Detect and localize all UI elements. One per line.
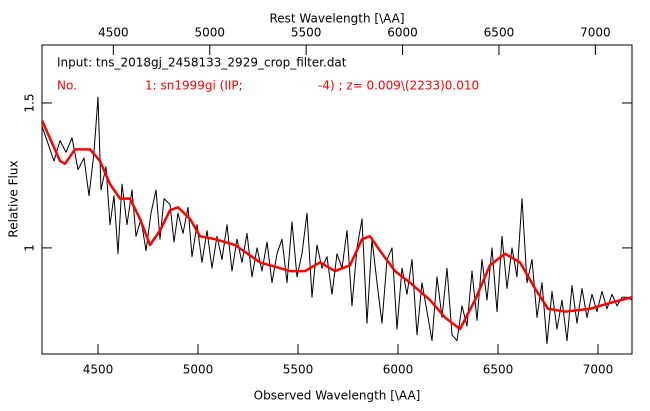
- y-axis-title: Relative Flux: [7, 160, 21, 237]
- x-tick-label: 6500: [483, 363, 514, 377]
- x-tick-label: 7000: [583, 363, 614, 377]
- x-tick-label: 4500: [83, 363, 114, 377]
- annotation: Input: tns_2018gj_2458133_2929_crop_filt…: [57, 56, 347, 70]
- annotation: No.: [57, 79, 77, 93]
- top-tick-label: 5000: [194, 26, 225, 40]
- top-tick-label: 4500: [98, 26, 129, 40]
- x-tick-label: 6000: [383, 363, 414, 377]
- top-tick-label: 6500: [484, 26, 515, 40]
- top-tick-label: 5500: [291, 26, 322, 40]
- x-axis-title: Observed Wavelength [\AA]: [254, 389, 421, 403]
- spectrum-line: [42, 119, 632, 331]
- x-tick-label: 5000: [183, 363, 214, 377]
- top-tick-label: 6000: [387, 26, 418, 40]
- top-tick-label: 7000: [580, 26, 611, 40]
- x-tick-label: 5500: [283, 363, 314, 377]
- annotation: 1: sn1999gi (IIP;: [145, 79, 243, 93]
- plot-frame: [41, 44, 633, 355]
- y-tick-label: 1: [23, 244, 37, 252]
- spectrum-line: [42, 96, 632, 345]
- top-axis-title: Rest Wavelength [\AA]: [269, 12, 404, 26]
- y-tick-label: 1.5: [23, 93, 37, 112]
- annotation: -4) ; z= 0.009\(2233)0.010: [318, 79, 479, 93]
